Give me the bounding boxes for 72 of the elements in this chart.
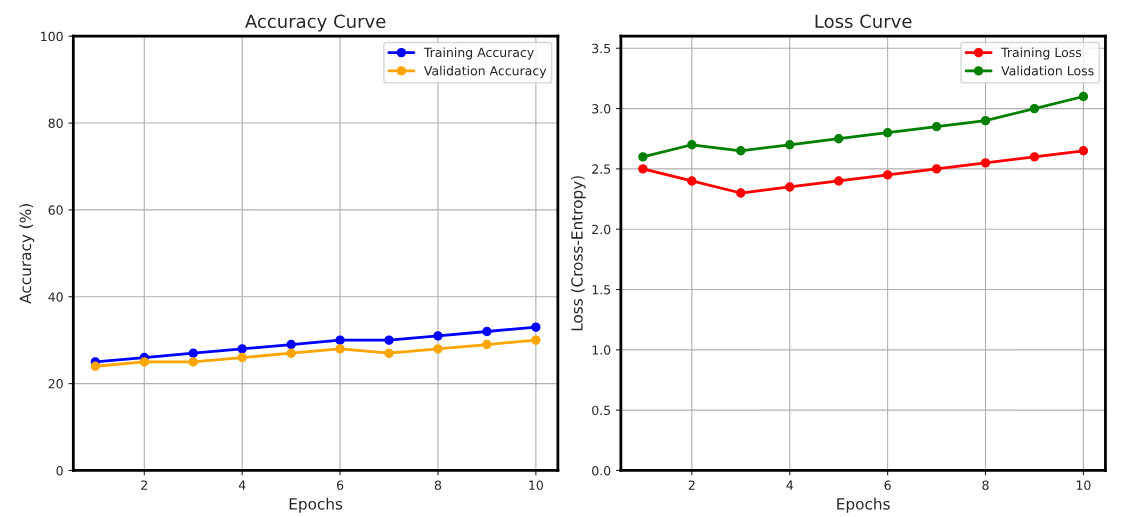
point	[980, 115, 991, 126]
point	[286, 348, 296, 358]
y-tick-label: 1.5	[592, 285, 611, 295]
point	[384, 335, 394, 345]
point	[882, 170, 893, 180]
point	[834, 134, 844, 144]
point	[687, 140, 697, 150]
point	[90, 361, 101, 371]
legend-label: Validation Loss	[1001, 65, 1094, 76]
point	[931, 164, 942, 174]
point	[433, 331, 443, 341]
point	[188, 348, 198, 358]
point	[736, 146, 746, 156]
point	[882, 128, 893, 138]
y-axis-title: Accuracy (%)	[19, 204, 35, 304]
y-tick-label: 20	[48, 379, 63, 389]
y-tick-label: 80	[48, 118, 63, 128]
point	[736, 188, 746, 198]
x-tick-label: 4	[786, 480, 794, 490]
point	[785, 182, 795, 192]
point	[531, 322, 541, 332]
y-tick-label: 3.0	[592, 104, 611, 114]
x-tick-label: 8	[434, 480, 442, 490]
x-tick-label: 6	[336, 480, 344, 490]
x-tick-label: 8	[982, 480, 989, 490]
y-axis-title: Loss (Cross-Entropy)	[570, 176, 586, 331]
point	[980, 158, 991, 168]
point	[482, 326, 492, 337]
x-tick-label: 10	[1076, 480, 1091, 490]
y-tick-label: 40	[48, 292, 63, 302]
x-tick-label: 2	[688, 480, 695, 490]
point	[531, 335, 541, 345]
y-tick-label: 0.5	[592, 405, 611, 416]
point	[335, 335, 345, 345]
point	[433, 344, 443, 354]
y-tick-label: 2.0	[592, 224, 611, 235]
y-tick-label: 3.5	[592, 43, 611, 54]
y-tick-label: 100	[41, 31, 63, 42]
point	[834, 176, 844, 186]
legend-label: Training Loss	[1001, 47, 1082, 60]
y-tick-label: 2.5	[592, 164, 611, 174]
legend-label: Training Accuracy	[423, 47, 534, 60]
point	[1029, 103, 1040, 114]
point	[931, 121, 942, 132]
point	[638, 164, 648, 174]
x-axis-title: Epochs	[289, 497, 343, 513]
point	[384, 348, 394, 358]
point	[638, 152, 648, 162]
point	[139, 357, 149, 367]
x-tick-label: 6	[884, 480, 891, 490]
x-axis-title: Epochs	[837, 497, 890, 513]
chart-title: Loss Curve	[815, 14, 912, 29]
x-tick-label: 4	[238, 480, 246, 490]
point	[1078, 91, 1089, 102]
chart-title: Accuracy Curve	[245, 14, 386, 32]
point	[1078, 146, 1089, 156]
y-tick-label: 0	[56, 465, 63, 476]
y-tick-label: 0.0	[592, 465, 611, 476]
point	[482, 339, 492, 350]
point	[188, 357, 198, 367]
y-tick-label: 1.0	[592, 345, 611, 355]
point	[286, 339, 296, 350]
point	[1029, 152, 1040, 162]
point	[237, 352, 247, 363]
point	[687, 176, 697, 186]
legend-label: Validation Accuracy	[423, 65, 547, 78]
point	[785, 140, 795, 150]
y-tick-label: 60	[48, 205, 63, 215]
x-tick-label: 10	[529, 480, 543, 490]
x-tick-label: 2	[141, 480, 148, 490]
point	[335, 344, 345, 354]
point	[237, 344, 247, 354]
